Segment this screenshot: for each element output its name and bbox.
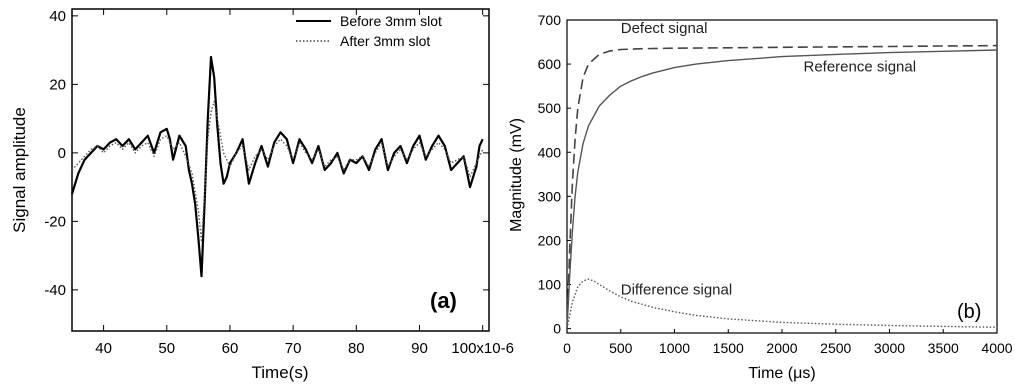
- panel-b-chart: 0 500 1000 1500 2000 2500 3000 3500 4000 0 100 200 3…: [508, 12, 1013, 382]
- a-x-tick-label: 40: [95, 340, 112, 357]
- panel-a-y-axis-label: Signal amplitude: [10, 107, 29, 233]
- a-x-tick-label: 100x10-6: [451, 340, 514, 357]
- b-x-tick-label: 1000: [659, 340, 690, 356]
- a-x-tick-label: 80: [348, 340, 365, 357]
- b-y-tick-label: 400: [538, 144, 562, 160]
- b-y-tick-label: 0: [553, 321, 561, 337]
- b-y-tick-label: 600: [538, 56, 562, 72]
- b-series-reference-signal: [566, 49, 998, 329]
- panel-b-label: (b): [957, 301, 981, 323]
- a-x-tick-label: 60: [222, 340, 239, 357]
- b-x-tick-label: 3000: [874, 340, 905, 356]
- panel-a-series: [70, 55, 484, 278]
- b-x-tick-label: 0: [563, 340, 571, 356]
- a-series-after-3mm-slot: [71, 100, 484, 243]
- panel-b-series: [566, 44, 998, 329]
- panel-b-x-axis-label: Time (μs): [748, 365, 815, 382]
- b-x-tick-label: 2000: [766, 340, 797, 356]
- a-y-tick-label: 0: [58, 145, 66, 162]
- b-series-defect-signal: [566, 44, 998, 329]
- b-annotation: Reference signal: [804, 59, 917, 76]
- panel-a-frame: [71, 8, 490, 332]
- panel-b-y-axis-label: Magnitude (mV): [508, 118, 525, 232]
- b-annotation: Difference signal: [621, 282, 732, 299]
- a-y-tick-label: 20: [49, 76, 66, 93]
- panel-a-legend: Before 3mm slot After 3mm slot: [296, 13, 442, 49]
- a-x-tick-label: 50: [158, 340, 175, 357]
- panel-b-ticks: 0 500 1000 1500 2000 2500 3000 3500 4000 0 100 200 3…: [538, 12, 1013, 356]
- a-y-tick-label: -20: [44, 213, 66, 230]
- legend-label-after: After 3mm slot: [340, 33, 430, 49]
- panel-a-ticks: 40 50 60 70 80 90 100x10-6 40 20 0 -20 -40: [44, 8, 514, 357]
- b-y-tick-label: 200: [538, 232, 562, 248]
- a-x-tick-label: 90: [411, 340, 428, 357]
- a-y-tick-label: 40: [49, 8, 66, 25]
- panel-a-x-axis-label: Time(s): [252, 363, 309, 382]
- b-x-tick-label: 500: [609, 340, 633, 356]
- b-y-tick-label: 300: [538, 188, 562, 204]
- b-y-tick-label: 500: [538, 100, 562, 116]
- b-annotation: Defect signal: [621, 20, 708, 37]
- a-x-tick-label: 70: [285, 340, 302, 357]
- b-y-tick-label: 700: [538, 12, 562, 28]
- panel-b-annotations: Defect signal Reference signal Difference …: [621, 20, 916, 298]
- a-y-tick-label: -40: [44, 282, 66, 299]
- a-series-before-3mm-slot: [70, 55, 484, 278]
- b-x-tick-label: 3500: [928, 340, 959, 356]
- panel-a-chart: 40 50 60 70 80 90 100x10-6 40 20 0 -20 -40 Before 3…: [10, 8, 514, 382]
- panel-a-label: (a): [430, 288, 457, 313]
- b-x-tick-label: 2500: [820, 340, 851, 356]
- b-y-tick-label: 100: [538, 277, 562, 293]
- b-x-tick-label: 1500: [713, 340, 744, 356]
- legend-label-before: Before 3mm slot: [340, 13, 442, 29]
- b-x-tick-label: 4000: [981, 340, 1012, 356]
- b-series-difference-signal: [566, 278, 998, 329]
